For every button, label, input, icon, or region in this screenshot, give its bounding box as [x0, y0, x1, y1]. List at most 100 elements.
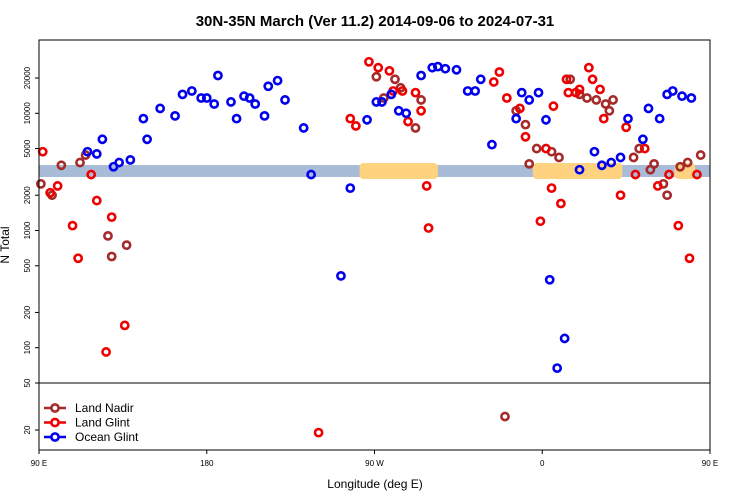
data-point — [686, 93, 697, 103]
data-point — [280, 95, 290, 105]
data-point — [119, 320, 130, 331]
data-point — [541, 143, 551, 154]
data-point — [514, 103, 525, 114]
land-band-segment — [359, 163, 438, 179]
data-point — [630, 169, 641, 180]
data-point — [604, 105, 615, 116]
data-point — [259, 110, 270, 121]
data-point — [86, 169, 97, 180]
legend-swatch-marker — [50, 403, 60, 413]
data-point — [37, 146, 48, 157]
data-point — [91, 149, 102, 159]
data-point — [155, 103, 166, 114]
data-point — [662, 190, 673, 201]
data-point — [82, 146, 93, 157]
data-point — [652, 181, 663, 191]
data-point — [186, 86, 197, 96]
data-point — [432, 61, 443, 72]
data-point — [475, 74, 486, 85]
data-point — [533, 87, 544, 98]
data-point — [583, 62, 594, 73]
data-point — [313, 427, 324, 438]
data-point — [125, 155, 136, 165]
data-point — [397, 86, 408, 96]
data-point — [555, 198, 566, 209]
data-point — [574, 84, 585, 95]
x-axis: 90 E 180 90 W 0 90 E — [31, 450, 718, 468]
data-point — [75, 157, 85, 168]
data-point — [373, 62, 384, 73]
data-point — [440, 63, 451, 74]
data-point — [520, 131, 531, 142]
data-point — [608, 95, 618, 105]
y-tick-label: 100 — [23, 340, 32, 354]
data-point — [101, 347, 111, 357]
legend-swatch-marker — [50, 417, 60, 428]
data-point — [416, 105, 426, 116]
data-point — [138, 113, 149, 124]
data-point — [494, 67, 505, 77]
data-point — [552, 363, 563, 374]
data-point — [410, 87, 421, 98]
legend-label: Ocean Glint — [75, 430, 139, 444]
data-point — [501, 93, 512, 103]
data-point — [177, 89, 188, 100]
data-point — [393, 105, 404, 116]
legend-swatch-marker — [50, 432, 60, 442]
data-point — [511, 113, 522, 124]
data-point — [692, 169, 702, 180]
data-point — [403, 116, 413, 127]
y-axis-label: N Total — [0, 226, 12, 263]
legend-label: Land Nadir — [75, 401, 134, 415]
data-point — [371, 71, 382, 82]
data-point — [451, 64, 462, 75]
data-point — [615, 190, 626, 201]
data-point — [606, 157, 617, 168]
data-point — [244, 93, 255, 103]
data-point — [362, 114, 372, 125]
data-point — [595, 84, 605, 95]
y-tick-label: 20 — [23, 425, 32, 434]
data-point — [596, 160, 607, 171]
data-point — [600, 99, 611, 109]
data-point — [73, 253, 84, 264]
data-point — [384, 65, 395, 76]
data-point — [91, 195, 102, 206]
data-point — [524, 95, 535, 105]
data-point — [682, 157, 693, 168]
data-point — [35, 178, 46, 189]
data-point — [390, 74, 400, 85]
data-point — [535, 216, 546, 227]
data-point — [589, 146, 600, 157]
data-point — [121, 240, 132, 251]
data-point — [462, 86, 473, 96]
data-point — [574, 164, 585, 175]
y-tick-label: 10000 — [23, 102, 32, 125]
data-point — [677, 91, 687, 102]
data-point — [336, 270, 346, 281]
data-point — [231, 113, 242, 124]
data-point — [598, 113, 609, 124]
x-tick-label: 90 W — [365, 459, 384, 468]
x-axis-label: Longitude (deg E) — [327, 477, 422, 491]
data-point — [675, 161, 686, 172]
data-point — [500, 411, 510, 422]
data-point — [170, 110, 180, 121]
data-point — [541, 114, 551, 125]
data-point — [516, 87, 527, 98]
data-point — [559, 333, 570, 344]
data-point — [639, 143, 650, 154]
data-point — [213, 70, 223, 81]
y-tick-label: 50 — [23, 378, 32, 387]
data-point — [103, 230, 113, 241]
data-point — [386, 89, 397, 100]
data-point — [565, 74, 576, 85]
data-point — [487, 139, 497, 150]
data-point — [427, 62, 438, 73]
data-point — [306, 169, 317, 180]
data-point — [591, 95, 602, 105]
y-tick-label: 200 — [23, 305, 32, 319]
data-point — [272, 75, 283, 86]
